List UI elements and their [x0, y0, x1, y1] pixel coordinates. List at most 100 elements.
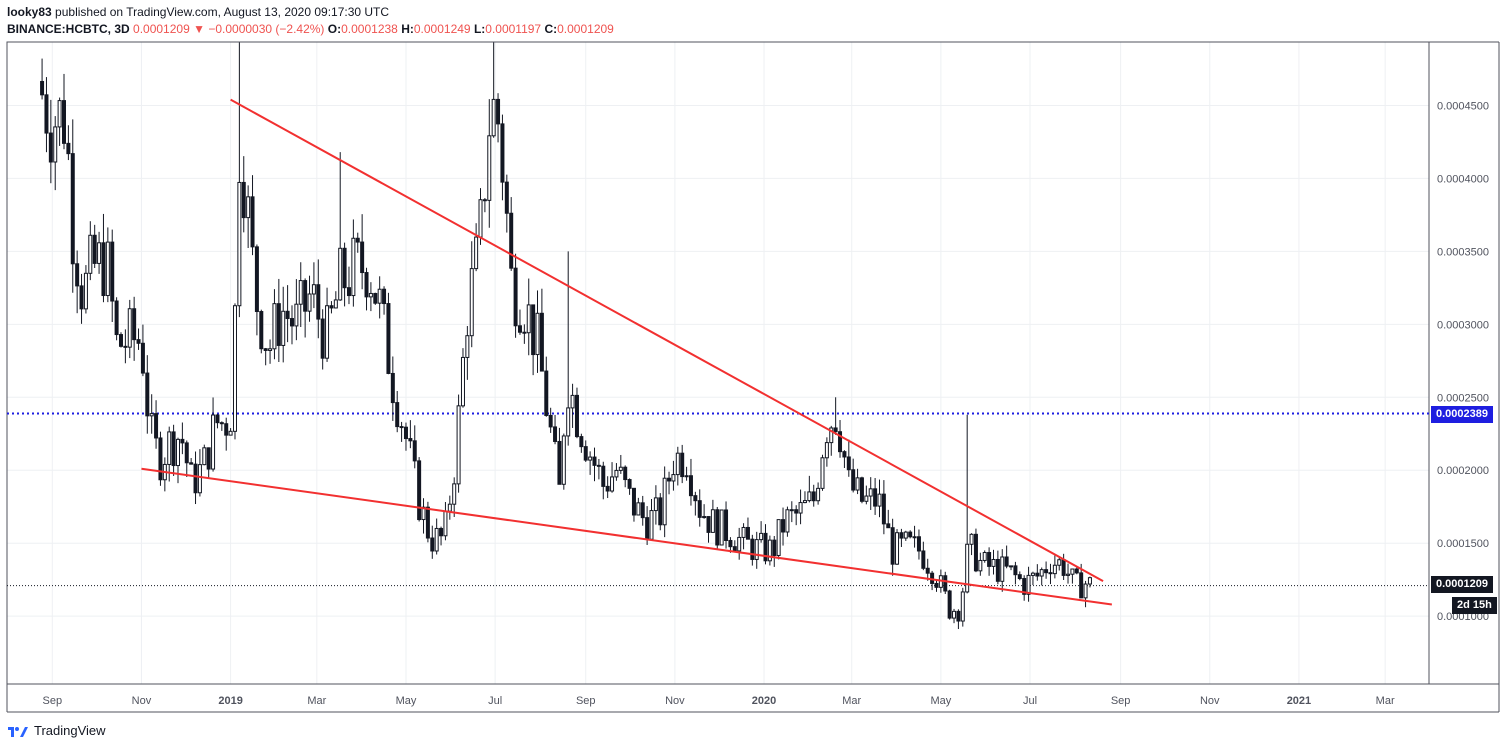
candle-down: [557, 440, 562, 485]
candle-up: [776, 519, 781, 556]
candle-down: [851, 469, 856, 491]
candle-down: [123, 345, 128, 348]
candle-up: [610, 476, 615, 492]
candle-down: [154, 413, 159, 439]
candle-down: [1048, 572, 1053, 575]
x-tick-label: Sep: [1111, 695, 1131, 707]
candle-down: [140, 342, 145, 374]
x-tick-label: Nov: [132, 695, 152, 707]
x-tick-label: Sep: [43, 695, 63, 707]
candle-down: [289, 318, 294, 327]
candle-down: [504, 181, 509, 214]
candle-up: [965, 543, 970, 593]
candle-down: [724, 509, 729, 541]
candle-up: [281, 310, 286, 346]
candle-up: [1070, 568, 1075, 575]
candle-down: [995, 558, 1000, 582]
candle-up: [211, 414, 216, 470]
candle-up: [1066, 573, 1071, 576]
candle-up: [952, 610, 957, 619]
candle-down: [956, 610, 961, 622]
tradingview-footer[interactable]: TradingView: [7, 723, 106, 738]
candle-up: [1052, 564, 1057, 575]
y-tick-label: 0.0004000: [1437, 173, 1489, 185]
candle-up: [710, 509, 715, 533]
candle-down: [732, 546, 737, 552]
candle-down: [688, 475, 693, 497]
candle-up: [268, 348, 273, 351]
candle-down: [553, 426, 558, 442]
low-value: 0.0001197: [485, 22, 542, 36]
price-change: −0.0000030 (−2.42%): [208, 22, 325, 36]
candle-up: [447, 503, 452, 512]
trendline-upper: [230, 98, 1104, 583]
candle-down: [1044, 569, 1049, 574]
candle-up: [232, 305, 237, 432]
published-text: published on TradingView.com, August 13,…: [55, 5, 390, 19]
candle-down: [1079, 572, 1084, 599]
candle-up: [1057, 559, 1062, 566]
candle-up: [702, 516, 707, 519]
candle-up: [460, 356, 465, 407]
candle-down: [881, 493, 886, 525]
candle-up: [298, 280, 303, 305]
candle-up: [526, 304, 531, 334]
candle-down: [496, 98, 501, 125]
candle-down: [482, 199, 487, 202]
candle-up: [903, 531, 908, 539]
candle-down: [943, 575, 948, 592]
publisher-name[interactable]: looky83: [7, 5, 52, 19]
candle-up: [456, 405, 461, 485]
candle-down: [259, 311, 264, 350]
candle-up: [789, 509, 794, 512]
candle-down: [645, 517, 650, 540]
candles-layer: [40, 42, 1092, 630]
candle-up: [588, 456, 593, 461]
candle-down: [44, 94, 49, 134]
candle-up: [754, 539, 759, 560]
candle-down: [934, 582, 939, 588]
candle-down: [916, 536, 921, 552]
candle-up: [824, 442, 829, 459]
candle-up: [88, 234, 93, 274]
plot-frame: [6, 41, 1430, 685]
candle-down: [500, 123, 505, 183]
candle-down: [316, 284, 321, 320]
y-tick-label: 0.0002000: [1437, 465, 1489, 477]
y-tick-label: 0.0003500: [1437, 246, 1489, 258]
candle-up: [83, 272, 88, 310]
candle-down: [522, 331, 527, 334]
candle-up: [877, 493, 882, 507]
trendline-lower: [141, 467, 1113, 606]
candle-down: [513, 267, 518, 327]
candle-down: [886, 523, 891, 529]
candle-up: [662, 477, 667, 526]
candle-up: [57, 100, 62, 128]
hline-price-tag: 0.0002389: [1431, 406, 1493, 423]
candle-up: [1000, 556, 1005, 582]
candle-up: [719, 509, 724, 546]
symbol-legend: BINANCE:HCBTC, 3D 0.0001209 ▼ −0.0000030…: [7, 21, 614, 37]
candle-down: [132, 308, 137, 341]
open-label: O:: [327, 22, 342, 36]
symbol-name[interactable]: BINANCE:HCBTC, 3D: [7, 22, 130, 36]
x-tick-label: 2020: [752, 695, 776, 707]
candle-down: [360, 241, 365, 274]
candle-up: [653, 497, 658, 512]
candle-down: [947, 590, 952, 619]
candle-up: [829, 427, 834, 444]
candle-down: [697, 500, 702, 518]
candle-down: [386, 303, 391, 374]
close-value: 0.0001209: [557, 22, 614, 36]
candle-down: [531, 304, 536, 356]
candle-up: [960, 591, 965, 622]
candle-up: [1087, 577, 1092, 585]
candle-up: [1039, 569, 1044, 577]
candle-down: [250, 196, 255, 248]
y-tick-label: 0.0001000: [1437, 611, 1489, 623]
candle-down: [548, 414, 553, 428]
y-tick-label: 0.0002500: [1437, 392, 1489, 404]
candle-up: [561, 435, 566, 485]
candle-up: [452, 483, 457, 505]
